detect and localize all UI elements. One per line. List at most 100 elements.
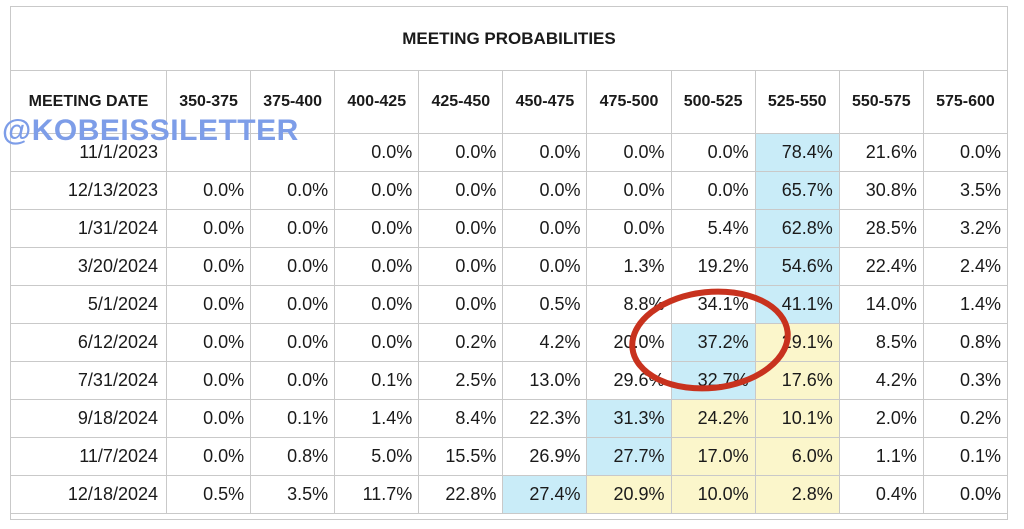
probability-cell: 0.0% bbox=[165, 171, 252, 210]
probability-cell: 0.4% bbox=[838, 475, 924, 514]
probability-cell: 10.0% bbox=[670, 475, 756, 514]
probability-cell: 27.4% bbox=[502, 475, 588, 514]
probability-cell: 10.1% bbox=[754, 399, 840, 438]
probability-cell: 2.5% bbox=[418, 361, 504, 400]
probability-cell: 1.3% bbox=[586, 247, 672, 286]
probability-cell: 0.0% bbox=[922, 475, 1009, 514]
meeting-date-cell: 12/13/2023 bbox=[10, 171, 167, 210]
probability-cell: 0.0% bbox=[418, 133, 504, 172]
probability-cell: 0.0% bbox=[922, 133, 1009, 172]
column-header: 350-375 bbox=[165, 70, 252, 134]
probability-cell: 0.0% bbox=[165, 399, 252, 438]
probability-cell: 0.0% bbox=[502, 209, 588, 248]
probability-cell: 6.0% bbox=[754, 437, 840, 476]
probability-cell: 0.0% bbox=[250, 361, 336, 400]
probability-cell: 21.6% bbox=[838, 133, 924, 172]
probability-cell: 0.0% bbox=[586, 133, 672, 172]
table-row: 7/31/2024 0.0% 0.0% 0.1% 2.5% 13.0% 29.6% 32.7%… bbox=[10, 361, 1009, 400]
probability-cell: 0.0% bbox=[250, 323, 336, 362]
column-header: 475-500 bbox=[586, 70, 672, 134]
probability-cell: 13.0% bbox=[502, 361, 588, 400]
meeting-date-cell: 11/7/2024 bbox=[10, 437, 167, 476]
probability-cell: 0.0% bbox=[418, 285, 504, 324]
probability-cell: 0.0% bbox=[418, 209, 504, 248]
probability-cell: 8.4% bbox=[418, 399, 504, 438]
table-row: 5/1/2024 0.0% 0.0% 0.0% 0.0% 0.5% 8.8% 34.1% 41.… bbox=[10, 285, 1009, 324]
table-row: 6/12/2024 0.0% 0.0% 0.0% 0.2% 4.2% 20.0% 37.2% 2… bbox=[10, 323, 1009, 362]
probability-cell: 29.6% bbox=[586, 361, 672, 400]
probability-cell: 0.2% bbox=[418, 323, 504, 362]
probability-cell: 20.0% bbox=[586, 323, 672, 362]
meeting-date-cell: 3/20/2024 bbox=[10, 247, 167, 286]
probability-table: MEETING PROBABILITIES MEETING DATE 350-3… bbox=[10, 6, 1009, 514]
probability-cell: 0.1% bbox=[250, 399, 336, 438]
column-header: 575-600 bbox=[922, 70, 1009, 134]
probability-cell: 3.5% bbox=[922, 171, 1009, 210]
table-body: 11/1/2023 0.0% 0.0% 0.0% 0.0% 0.0% 78.4% 21.6% 0… bbox=[10, 133, 1009, 514]
probability-cell: 11.7% bbox=[334, 475, 420, 514]
probability-cell: 41.1% bbox=[754, 285, 840, 324]
probability-cell: 0.0% bbox=[165, 437, 252, 476]
probability-cell: 0.0% bbox=[334, 133, 420, 172]
table-row: 9/18/2024 0.0% 0.1% 1.4% 8.4% 22.3% 31.3% 24.2%… bbox=[10, 399, 1009, 438]
probability-cell: 5.4% bbox=[670, 209, 756, 248]
probability-cell: 0.0% bbox=[250, 209, 336, 248]
probability-cell: 0.0% bbox=[250, 285, 336, 324]
meeting-date-cell: 12/18/2024 bbox=[10, 475, 167, 514]
probability-cell: 22.4% bbox=[838, 247, 924, 286]
probability-cell: 0.5% bbox=[502, 285, 588, 324]
probability-cell: 0.0% bbox=[418, 171, 504, 210]
probability-cell: 24.2% bbox=[670, 399, 756, 438]
meeting-date-cell: 6/12/2024 bbox=[10, 323, 167, 362]
probability-cell: 0.0% bbox=[334, 247, 420, 286]
column-header: 425-450 bbox=[418, 70, 504, 134]
probability-cell: 0.0% bbox=[502, 133, 588, 172]
column-header: 375-400 bbox=[250, 70, 336, 134]
probability-cell: 0.0% bbox=[586, 209, 672, 248]
probability-cell: 1.1% bbox=[838, 437, 924, 476]
probability-cell: 19.2% bbox=[670, 247, 756, 286]
probability-cell: 8.5% bbox=[838, 323, 924, 362]
probability-cell: 29.1% bbox=[754, 323, 840, 362]
probability-cell: 0.8% bbox=[922, 323, 1009, 362]
probability-cell: 5.0% bbox=[334, 437, 420, 476]
probability-cell: 0.0% bbox=[165, 361, 252, 400]
table-row: 11/1/2023 0.0% 0.0% 0.0% 0.0% 0.0% 78.4% 21.6% 0… bbox=[10, 133, 1009, 172]
column-header: 525-550 bbox=[754, 70, 840, 134]
probability-cell: 37.2% bbox=[670, 323, 756, 362]
probability-cell: 0.0% bbox=[418, 247, 504, 286]
probability-cell: 4.2% bbox=[502, 323, 588, 362]
probability-cell: 1.4% bbox=[922, 285, 1009, 324]
probability-cell: 0.0% bbox=[250, 171, 336, 210]
probability-cell: 34.1% bbox=[670, 285, 756, 324]
probability-cell: 0.5% bbox=[165, 475, 252, 514]
probability-cell: 0.1% bbox=[334, 361, 420, 400]
meeting-date-cell: 11/1/2023 bbox=[10, 133, 167, 172]
table-row: 12/13/2023 0.0% 0.0% 0.0% 0.0% 0.0% 0.0% 0.0% 65… bbox=[10, 171, 1009, 210]
probability-cell: 30.8% bbox=[838, 171, 924, 210]
probability-cell: 15.5% bbox=[418, 437, 504, 476]
probability-cell: 0.0% bbox=[502, 171, 588, 210]
probability-cell: 0.0% bbox=[502, 247, 588, 286]
probability-cell: 20.9% bbox=[586, 475, 672, 514]
probability-cell: 27.7% bbox=[586, 437, 672, 476]
probability-cell: 0.0% bbox=[670, 171, 756, 210]
table-row: 1/31/2024 0.0% 0.0% 0.0% 0.0% 0.0% 0.0% 5.4% 62.… bbox=[10, 209, 1009, 248]
probability-cell: 1.4% bbox=[334, 399, 420, 438]
column-header: 500-525 bbox=[670, 70, 756, 134]
meeting-date-cell: 7/31/2024 bbox=[10, 361, 167, 400]
probability-cell: 0.0% bbox=[334, 285, 420, 324]
probability-cell: 0.0% bbox=[250, 247, 336, 286]
probability-cell: 26.9% bbox=[502, 437, 588, 476]
probability-cell: 3.2% bbox=[922, 209, 1009, 248]
meeting-date-header: MEETING DATE bbox=[10, 70, 167, 134]
probability-cell: 14.0% bbox=[838, 285, 924, 324]
probability-cell: 17.0% bbox=[670, 437, 756, 476]
probability-cell: 31.3% bbox=[586, 399, 672, 438]
probability-cell: 65.7% bbox=[754, 171, 840, 210]
probability-cell: 32.7% bbox=[670, 361, 756, 400]
probability-cell: 2.0% bbox=[838, 399, 924, 438]
table-row: 11/7/2024 0.0% 0.8% 5.0% 15.5% 26.9% 27.7% 17.0… bbox=[10, 437, 1009, 476]
probability-cell bbox=[250, 133, 336, 172]
column-header: 450-475 bbox=[502, 70, 588, 134]
